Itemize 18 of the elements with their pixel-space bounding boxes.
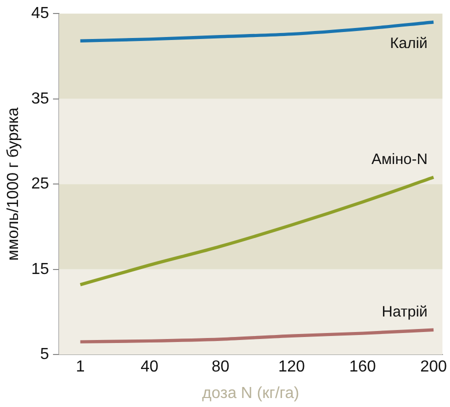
y-tick-label: 5 <box>40 346 50 364</box>
line-series <box>78 328 436 344</box>
y-tick-label: 25 <box>31 176 50 193</box>
y-tick-label: 35 <box>31 90 50 108</box>
x-tick-label: 80 <box>212 358 230 376</box>
y-tick-label: 15 <box>31 260 50 278</box>
series-label: Калій <box>390 34 428 52</box>
y-axis-title: ммоль/1000 г буряка <box>5 107 22 261</box>
series-label: Натрій <box>382 304 428 321</box>
x-tick-label: 160 <box>349 358 376 376</box>
x-tick-label: 120 <box>278 358 305 376</box>
line-series <box>78 176 436 286</box>
x-tick-label: 40 <box>140 358 159 376</box>
y-tick-label: 45 <box>31 5 50 22</box>
x-tick-label: 200 <box>420 358 448 376</box>
series-label: Аміно-N <box>371 150 428 168</box>
x-axis-title: доза N (кг/га) <box>202 384 300 402</box>
x-tick-label: 1 <box>76 358 85 376</box>
